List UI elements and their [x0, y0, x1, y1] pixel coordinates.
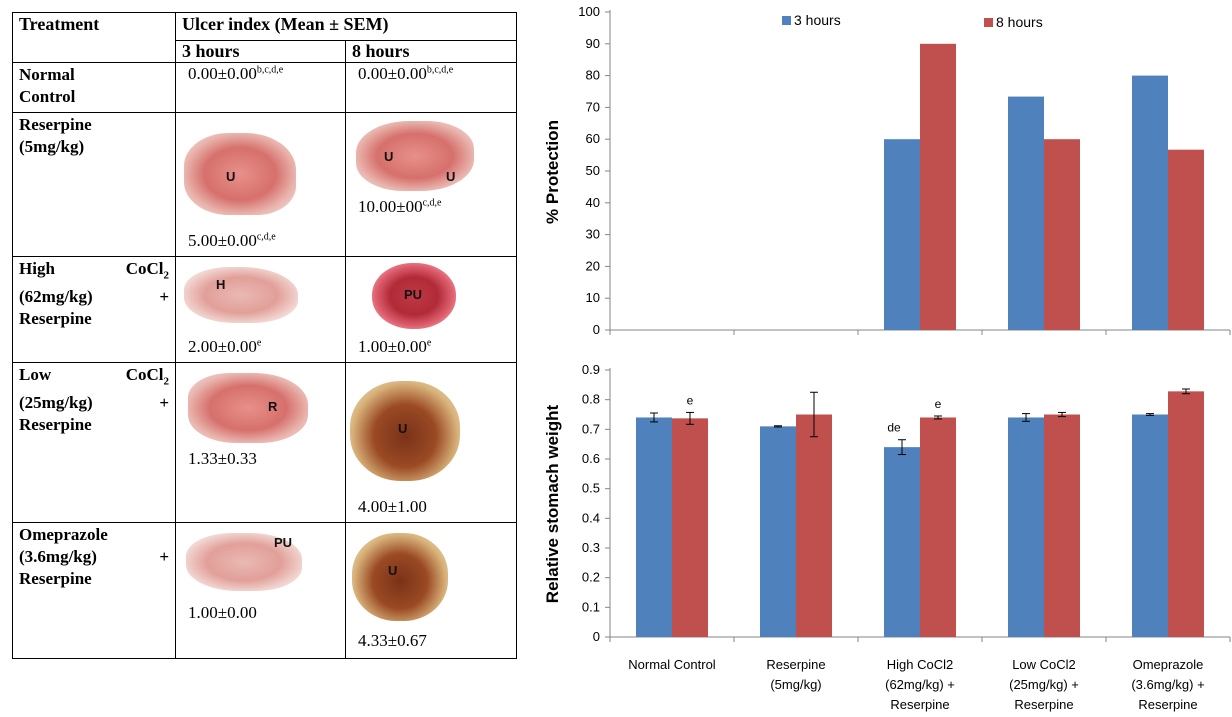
y-axis-label: Relative stomach weight — [543, 404, 562, 603]
stomach-photo: U — [350, 381, 460, 481]
stomach-photo: R — [188, 373, 308, 443]
bar — [636, 417, 672, 637]
y-tick-label: 0.5 — [582, 481, 600, 496]
legend-swatch — [984, 18, 993, 27]
y-tick-label: 0.3 — [582, 540, 600, 555]
y-tick-label: 40 — [586, 195, 600, 210]
y-tick-label: 80 — [586, 68, 600, 83]
y-tick-label: 100 — [578, 4, 600, 19]
bar — [1168, 149, 1204, 330]
bar — [1008, 417, 1044, 637]
y-tick-label: 0.7 — [582, 421, 600, 436]
bar — [920, 43, 956, 331]
x-category-label: High CoCl2 — [887, 657, 953, 672]
bar — [760, 426, 796, 637]
y-tick-label: 70 — [586, 99, 600, 114]
stomach-weight-bar-chart: 0 0.1 0.2 0.3 0.4 0.5 0.6 0.7 0.8 0.9 Relative sto… — [543, 362, 1231, 712]
legend-label: 8 hours — [996, 14, 1043, 30]
x-category-label: (5mg/kg) — [770, 677, 821, 692]
y-tick-label: 0.1 — [582, 599, 600, 614]
y-tick-label: 30 — [586, 227, 600, 242]
y-tick-label: 0 — [593, 322, 600, 337]
y-tick-label: 20 — [586, 258, 600, 273]
bar — [884, 139, 920, 330]
bar — [1044, 414, 1080, 637]
bar — [1168, 391, 1204, 637]
y-tick-label: 60 — [586, 131, 600, 146]
y-tick-label: 0.6 — [582, 451, 600, 466]
ulcer-index-table: Treatment Ulcer index (Mean ± SEM) 3 hou… — [12, 12, 517, 659]
treatment-label: Normal Control — [12, 62, 176, 113]
table-row: Reserpine (5mg/kg) U 5.00±0.00c,d,e U U … — [12, 112, 517, 257]
stomach-photo: U U — [356, 121, 474, 191]
table-row: Low CoCl2 (25mg/kg) + Reserpine R 1.33±0.3… — [12, 362, 517, 523]
ulcer-value-3h: 0.00±0.00b,c,d,e — [175, 62, 346, 113]
treatment-label: Reserpine (5mg/kg) — [12, 112, 176, 257]
header-8-hours: 8 hours — [345, 40, 517, 63]
x-category-label: Omeprazole — [1133, 657, 1204, 672]
y-tick-label: 50 — [586, 163, 600, 178]
x-category-label: Reserpine — [1014, 697, 1073, 712]
significance-annotation: e — [687, 393, 694, 407]
bar — [1008, 96, 1044, 330]
x-category-label: Normal Control — [628, 657, 716, 672]
table-row: High CoCl2 (62mg/kg) + Reserpine H 2.00±0.… — [12, 256, 517, 363]
significance-annotation: e — [935, 397, 942, 411]
stomach-photo: PU — [372, 263, 456, 329]
treatment-label: Omeprazole (3.6mg/kg) + Reserpine — [12, 522, 176, 659]
ulcer-value-3h: U 5.00±0.00c,d,e — [175, 112, 346, 257]
legend-label: 3 hours — [794, 12, 841, 28]
bar — [884, 447, 920, 637]
ulcer-value-3h: PU 1.00±0.00 — [175, 522, 346, 659]
x-category-label: Low CoCl2 — [1012, 657, 1076, 672]
header-treatment: Treatment — [12, 12, 176, 63]
bar — [672, 418, 708, 637]
treatment-label: Low CoCl2 (25mg/kg) + Reserpine — [12, 362, 176, 523]
ulcer-value-8h: U 4.00±1.00 — [345, 362, 517, 523]
header-ulcer-index: Ulcer index (Mean ± SEM) — [175, 12, 517, 41]
y-tick-label: 90 — [586, 36, 600, 51]
x-category-label: Reserpine — [766, 657, 825, 672]
treatment-label: High CoCl2 (62mg/kg) + Reserpine — [12, 256, 176, 363]
protection-bar-chart: 0 10 20 30 40 50 60 70 80 90 100 % Protection 3 hour… — [543, 4, 1231, 337]
x-category-label: (62mg/kg) + — [885, 677, 955, 692]
bar — [1132, 414, 1168, 637]
x-category-label: (25mg/kg) + — [1009, 677, 1079, 692]
significance-annotation: de — [887, 421, 901, 435]
stomach-photo: PU — [186, 533, 302, 591]
ulcer-value-3h: H 2.00±0.00e — [175, 256, 346, 363]
bar — [796, 414, 832, 637]
x-category-label: Reserpine — [890, 697, 949, 712]
y-axis-label: % Protection — [543, 120, 562, 224]
y-tick-label: 0.2 — [582, 570, 600, 585]
table-row: Omeprazole (3.6mg/kg) + Reserpine PU 1.00… — [12, 522, 517, 659]
bar — [920, 417, 956, 637]
header-3-hours: 3 hours — [175, 40, 346, 63]
table-row: Normal Control 0.00±0.00b,c,d,e 0.00±0.0… — [12, 62, 517, 113]
x-category-label: Reserpine — [1138, 697, 1197, 712]
y-tick-label: 0.4 — [582, 510, 600, 525]
y-tick-label: 0.9 — [582, 362, 600, 377]
x-category-label: (3.6mg/kg) + — [1131, 677, 1204, 692]
stomach-photo: U — [184, 133, 296, 215]
ulcer-value-8h: PU 1.00±0.00e — [345, 256, 517, 363]
bar — [1132, 75, 1168, 330]
stomach-photo: U — [352, 533, 448, 621]
legend-swatch — [782, 16, 791, 25]
ulcer-value-8h: 0.00±0.00b,c,d,e — [345, 62, 517, 113]
y-tick-label: 10 — [586, 290, 600, 305]
y-tick-label: 0 — [593, 629, 600, 644]
bar — [1044, 139, 1080, 330]
y-tick-label: 0.8 — [582, 392, 600, 407]
ulcer-value-8h: U U 10.00±00c,d,e — [345, 112, 517, 257]
ulcer-value-3h: R 1.33±0.33 — [175, 362, 346, 523]
stomach-photo: H — [184, 267, 298, 323]
ulcer-value-8h: U 4.33±0.67 — [345, 522, 517, 659]
